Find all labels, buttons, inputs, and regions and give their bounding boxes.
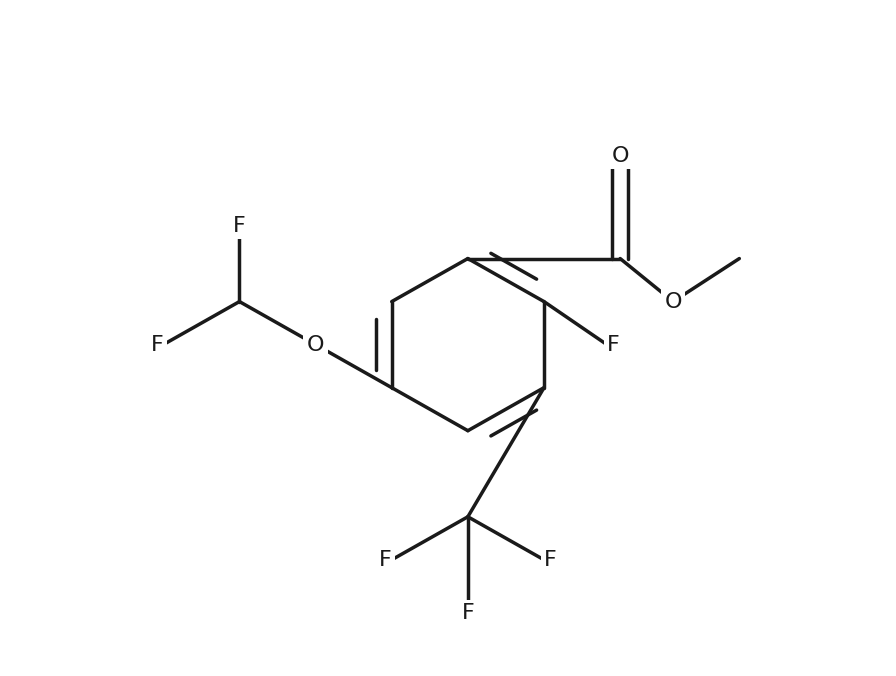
Text: F: F bbox=[151, 335, 163, 355]
Text: O: O bbox=[664, 291, 682, 312]
Text: F: F bbox=[379, 550, 392, 570]
Text: F: F bbox=[233, 216, 246, 235]
Text: F: F bbox=[607, 335, 620, 355]
Text: O: O bbox=[611, 146, 629, 166]
Text: O: O bbox=[306, 335, 324, 355]
Text: F: F bbox=[461, 603, 474, 623]
Text: F: F bbox=[544, 550, 556, 570]
